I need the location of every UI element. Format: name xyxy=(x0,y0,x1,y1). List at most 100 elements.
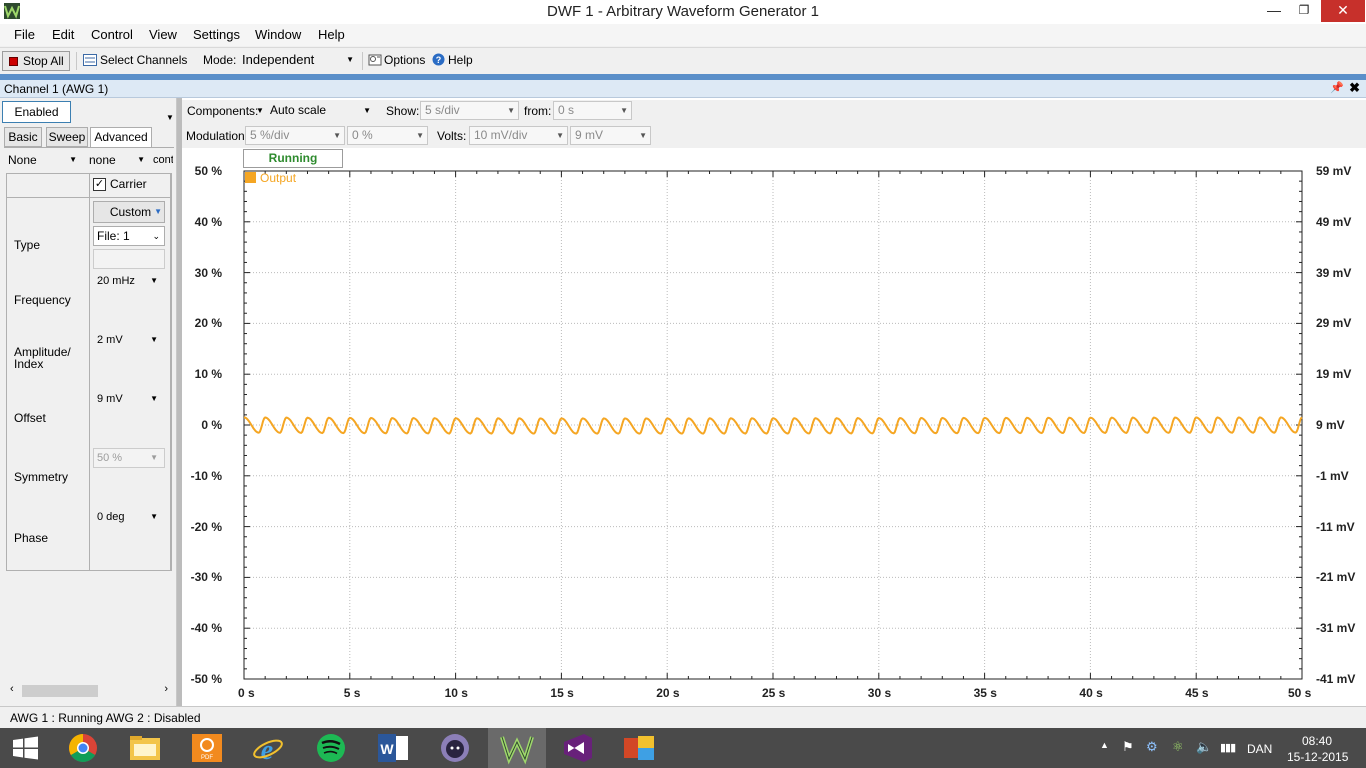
enabled-toggle[interactable]: Enabled xyxy=(2,101,71,123)
grid-divider xyxy=(170,173,171,571)
modulation-label: Modulation: xyxy=(186,129,249,143)
menu-file[interactable]: File xyxy=(14,27,35,42)
from-select[interactable]: 0 s ▼ xyxy=(553,101,632,120)
panel-splitter[interactable] xyxy=(177,98,182,706)
close-button[interactable]: ✕ xyxy=(1321,0,1365,22)
options-label: Options xyxy=(384,53,426,67)
menu-control[interactable]: Control xyxy=(91,27,133,42)
x-tick-label: 50 s xyxy=(1288,686,1312,700)
options-button[interactable]: Options xyxy=(368,51,428,71)
toolbar-separator xyxy=(362,52,363,70)
action-center-flag-icon[interactable]: ⚑ xyxy=(1122,739,1134,754)
y-tick-label: -30 % xyxy=(190,570,222,585)
pin-icon[interactable]: 📌 xyxy=(1330,82,1344,94)
components-select[interactable]: Auto scale ▼ xyxy=(265,101,376,120)
input-language[interactable]: DAN xyxy=(1247,742,1273,756)
chevron-down-icon: ▼ xyxy=(346,55,354,64)
file-explorer-taskbar-icon[interactable] xyxy=(116,728,174,768)
status-bar: AWG 1 : Running AWG 2 : Disabled xyxy=(0,706,1366,728)
modulation-offset-select[interactable]: 0 % ▼ xyxy=(347,126,428,145)
stop-icon xyxy=(9,57,18,66)
horizontal-scrollbar[interactable]: ‹ › xyxy=(6,683,172,699)
menu-settings[interactable]: Settings xyxy=(193,27,240,42)
scroll-left-icon[interactable]: ‹ xyxy=(10,683,14,695)
y2-tick-label: 29 mV xyxy=(1316,316,1352,331)
chevron-down-icon: ▼ xyxy=(150,276,158,285)
waveform-chart xyxy=(243,170,1303,680)
y-tick-label: -50 % xyxy=(190,672,222,686)
scroll-thumb[interactable] xyxy=(22,685,98,697)
frequency-label: Frequency xyxy=(14,293,71,307)
chrome-taskbar-icon[interactable] xyxy=(54,728,112,768)
phase-input[interactable]: 0 deg ▼ xyxy=(93,507,165,527)
word-taskbar-icon[interactable]: W xyxy=(364,728,422,768)
x-tick-label: 30 s xyxy=(867,686,892,700)
waveforms-taskbar-icon[interactable] xyxy=(488,728,546,768)
checkbox-checked-icon: ✓ xyxy=(93,178,106,191)
volts-offset-select[interactable]: 9 mV ▼ xyxy=(570,126,651,145)
close-panel-icon[interactable]: ✖ xyxy=(1349,80,1360,95)
help-button[interactable]: ? Help xyxy=(432,51,474,71)
chevron-down-icon[interactable]: ▼ xyxy=(256,106,264,115)
github-taskbar-icon[interactable] xyxy=(426,728,484,768)
volts-scale-select[interactable]: 10 mV/div ▼ xyxy=(469,126,568,145)
type-select[interactable]: Custom ▼ xyxy=(93,201,165,223)
y-tick-label: 30 % xyxy=(194,265,222,280)
tab-advanced[interactable]: Advanced xyxy=(90,127,152,148)
internet-explorer-taskbar-icon[interactable]: e xyxy=(240,728,298,768)
frequency-value: 20 mHz xyxy=(97,275,135,287)
carrier-checkbox[interactable]: ✓ Carrier xyxy=(93,177,167,193)
wifi-signal-icon[interactable]: ▮▮▮ xyxy=(1220,742,1236,754)
modulation-scale-select[interactable]: 5 %/div ▼ xyxy=(245,126,345,145)
network-device-icon[interactable]: ⚙ xyxy=(1146,739,1158,754)
clock-date[interactable]: 15-12-2015 xyxy=(1287,750,1349,764)
show-value: 5 s/div xyxy=(425,103,460,117)
y2-tick-label: -21 mV xyxy=(1316,570,1356,585)
clock-time[interactable]: 08:40 xyxy=(1302,734,1333,748)
start-button[interactable] xyxy=(0,728,52,768)
menu-help[interactable]: Help xyxy=(318,27,345,42)
tab-basic[interactable]: Basic xyxy=(4,127,42,147)
output-trace xyxy=(243,416,1303,435)
stop-all-button[interactable]: Stop All xyxy=(2,51,70,71)
x-tick-label: 25 s xyxy=(762,686,786,700)
file-select[interactable]: File: 1 ⌄ xyxy=(93,226,165,246)
from-label: from: xyxy=(524,104,552,118)
panel-dropdown-icon[interactable]: ▼ xyxy=(166,113,174,122)
tab-sweep[interactable]: Sweep xyxy=(46,127,88,147)
x-tick-label: 20 s xyxy=(656,686,680,700)
menu-edit[interactable]: Edit xyxy=(52,27,75,42)
visual-studio-taskbar-icon[interactable] xyxy=(548,728,606,768)
menu-view[interactable]: View xyxy=(149,27,177,42)
mode-label: Mode: xyxy=(203,53,237,67)
frequency-input[interactable]: 20 mHz ▼ xyxy=(93,271,165,291)
spotify-taskbar-icon[interactable] xyxy=(302,728,360,768)
volume-icon[interactable]: 🔈 xyxy=(1196,739,1213,754)
scroll-right-icon[interactable]: › xyxy=(164,683,168,695)
offset-input[interactable]: 9 mV ▼ xyxy=(93,389,165,409)
mode-select[interactable]: Independent ▼ xyxy=(236,51,358,71)
menu-window[interactable]: Window xyxy=(255,27,302,42)
show-select[interactable]: 5 s/div ▼ xyxy=(420,101,519,120)
usb-device-icon[interactable]: ⚛ xyxy=(1172,739,1184,754)
chevron-down-icon: ▼ xyxy=(69,155,77,164)
modulation-source-select[interactable]: none ▼ xyxy=(89,152,149,170)
chevron-down-icon: ▼ xyxy=(137,155,145,164)
offset-value: 9 mV xyxy=(97,393,123,405)
maximize-button[interactable]: ❐ xyxy=(1298,3,1310,17)
pdf-app-taskbar-icon[interactable]: PDF xyxy=(178,728,236,768)
waveforms-app-icon xyxy=(4,3,20,19)
office-app-taskbar-icon[interactable] xyxy=(610,728,668,768)
help-label: Help xyxy=(448,53,473,67)
from-value: 0 s xyxy=(558,103,575,117)
type-label: Type xyxy=(14,238,41,252)
symmetry-label: Symmetry xyxy=(14,470,68,484)
y2-tick-label: 49 mV xyxy=(1316,214,1352,229)
y2-tick-label: 39 mV xyxy=(1316,265,1352,280)
minimize-button[interactable]: — xyxy=(1267,2,1281,18)
amplitude-input[interactable]: 2 mV ▼ xyxy=(93,330,165,350)
toolbar-separator xyxy=(76,52,77,70)
offset-label: Offset xyxy=(14,411,46,425)
modulation-type-select[interactable]: None ▼ xyxy=(8,152,83,170)
show-hidden-icons-icon[interactable]: ▲ xyxy=(1100,740,1109,750)
